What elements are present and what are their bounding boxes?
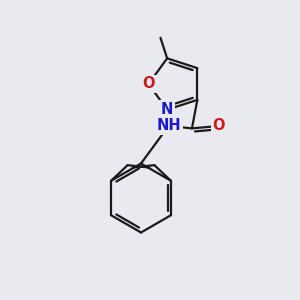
Text: O: O xyxy=(142,76,155,92)
Text: O: O xyxy=(213,118,225,134)
Text: NH: NH xyxy=(156,118,181,134)
Text: N: N xyxy=(161,102,173,117)
